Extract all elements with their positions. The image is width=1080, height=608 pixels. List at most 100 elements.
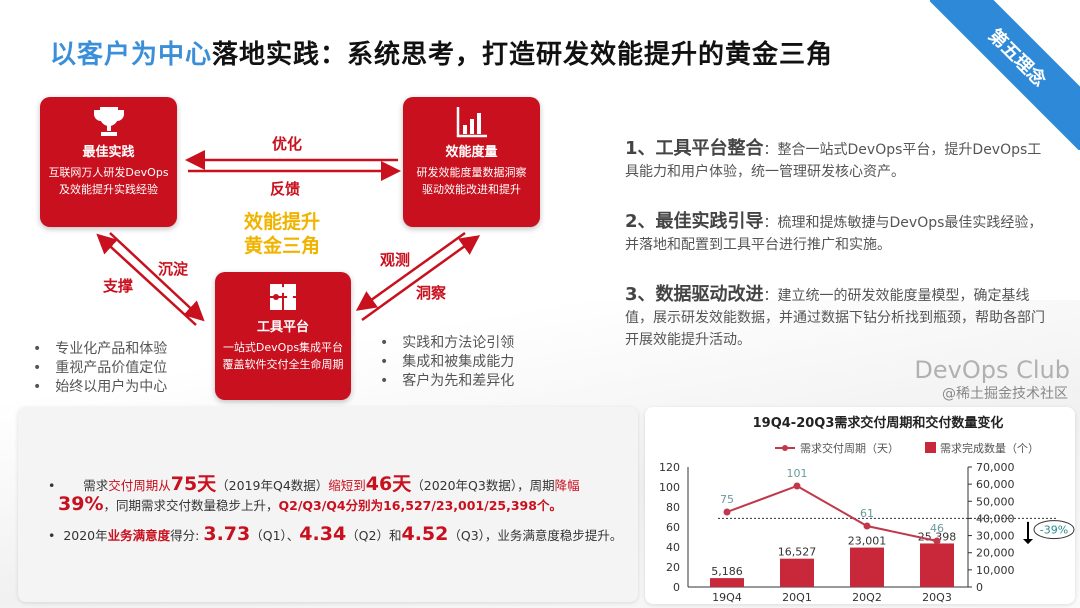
metrics-box: 效能度量 研发效能度量数据洞察 驱动效能改进和提升 [403,97,540,227]
arrow-insight [355,231,466,311]
t: （2019年Q4数据） [216,478,329,493]
right-tick-label: 20,000 [976,547,1015,560]
t: 业务满意度 [107,528,171,543]
center-line: 效能提升 [244,211,321,233]
left-tick-label: 100 [659,481,680,494]
summary-line-2: 39%，同期需求交付数量稳步上升，Q2/Q3/Q4分别为16,527/23,00… [58,493,562,515]
label-settle: 沉淀 [158,260,189,278]
t: ，同期需求交付数量稳步上升， [103,498,279,513]
x-tick-label: 20Q2 [852,591,882,604]
label-feedback: 反馈 [270,180,301,198]
legend-line-label: 需求交付周期（天） [800,441,899,455]
t: 2020年 [63,528,108,543]
principle-body: ：整合一站式DevOps平台，提升DevOps工具能力和用户体验，统一管理研发核… [625,142,1042,180]
summary-line-3: • 2020年业务满意度得分: 3.73（Q1）、4.34（Q2）和4.52（Q… [48,523,623,545]
metrics-title: 效能度量 [445,145,498,160]
t: 降幅 [554,478,580,493]
left-bullets: 专业化产品和体验 重视产品价值定位 始终以用户为中心 [33,340,167,397]
line-series [726,484,938,542]
principle-3: 3、数据驱动改进：建立统一的研发效能度量模型，确定基线值，展示研发效能数据，并通… [625,284,1045,351]
t: 缩短到 [328,478,366,493]
best-practice-line: 及效能提升实践经验 [59,183,158,196]
bar [920,543,954,587]
principle-body: ：梳理和提炼敏捷与DevOps最佳实践经验，并落地和配置到工具平台进行推广和实施… [625,215,1043,253]
platform-line: 覆盖软件交付全生命周期 [222,358,344,371]
watermark-brand: DevOps Club [914,356,1070,384]
legend-bar-label: 需求完成数量（个） [940,441,1039,455]
bar [780,558,814,587]
label-insight: 洞察 [416,284,447,302]
principle-2: 2、最佳实践引导：梳理和提炼敏捷与DevOps最佳实践经验，并落地和配置到工具平… [625,211,1045,256]
arrow-observe [361,235,481,322]
platform-line: 一站式DevOps集成平台 [222,341,344,354]
line-point [723,508,731,516]
label-support: 支撑 [103,277,134,295]
right-tick-label: 10,000 [976,564,1015,577]
t: 4.34 [299,523,347,545]
line-label: 101 [787,467,808,480]
summary-panel: • 需求交付周期从75天（2019年Q4数据）缩短到46天（2020年Q3数据）… [18,407,638,602]
right-tick-label: 70,000 [976,461,1015,474]
x-tick-label: 20Q1 [782,591,812,604]
principle-head: 2、最佳实践引导 [625,211,764,232]
t: 需求 [83,478,109,493]
corner-ribbon: 第五理念 [930,0,1080,150]
bar [850,547,884,587]
right-tick-label: 0 [976,581,983,594]
t: （Q2）和 [346,528,402,543]
t: 39% [58,493,104,515]
annotation-ellipse [1033,520,1075,540]
title-highlight: 以客户为中心 [50,40,213,70]
legend-line-marker [782,445,788,451]
line-label: 75 [720,493,734,506]
t: 4.52 [401,523,449,545]
center-label: 效能提升 黄金三角 [244,210,320,258]
left-tick-label: 20 [666,561,680,574]
bullet-item: 实践和方法论引领 [380,334,514,353]
bullet-item: 重视产品价值定位 [33,359,167,378]
platform-title: 工具平台 [256,320,309,335]
bullet-item: 客户为先和差异化 [380,372,514,391]
x-tick-label: 20Q3 [922,591,952,604]
center-line: 黄金三角 [244,235,321,257]
left-tick-label: 80 [666,501,680,514]
bar [710,578,744,587]
trophy-icon [93,107,124,136]
t: （2020年Q3数据），周期 [411,478,555,493]
left-tick-label: 0 [673,581,680,594]
best-practice-title: 最佳实践 [82,145,135,160]
bar-chart-icon [456,107,487,138]
right-tick-label: 50,000 [976,495,1015,508]
right-tick-label: 40,000 [976,512,1015,525]
left-tick-label: 120 [659,461,680,474]
line-point [933,537,941,545]
t: 75天 [170,473,217,495]
label-optimize: 优化 [272,135,303,153]
platform-box: 工具平台 一站式DevOps集成平台 覆盖软件交付全生命周期 [215,272,351,400]
legend-bar-swatch [925,442,936,453]
watermark-sub: @稀土掘金技术社区 [942,386,1068,402]
legend: 需求交付周期（天） 需求完成数量（个） [775,441,1039,455]
decrease-arrow-head [1023,539,1033,545]
line-point [793,482,801,490]
corner-label: 第五理念 [930,0,1080,150]
t: （Q1）、 [250,528,300,543]
annotation-label: -39% [1040,524,1068,537]
principle-body: ：建立统一的研发效能度量模型，确定基线值，展示研发效能数据，并通过数据下钻分析找… [625,288,1045,348]
chart: 19Q4-20Q3需求交付周期和交付数量变化 需求交付周期（天） 需求完成数量（… [659,415,1075,604]
best-practice-line: 互联网万人研发DevOps [48,166,169,179]
x-tick-label: 19Q4 [712,591,742,604]
t: 46天 [365,473,412,495]
line-point [863,522,871,530]
bullet-item: 集成和被集成能力 [380,353,514,372]
principle-head: 3、数据驱动改进 [625,284,764,305]
arrow-support [96,233,197,326]
chart-title: 19Q4-20Q3需求交付周期和交付数量变化 [753,415,1004,431]
triangle-arrows [96,150,481,326]
line-label: 46 [930,522,944,535]
chart-panel: 19Q4-20Q3需求交付周期和交付数量变化 需求交付周期（天） 需求完成数量（… [645,407,1075,604]
principle-head: 1、工具平台整合 [625,138,764,159]
t: Q2/Q3/Q4分别为16,527/23,001/25,398个。 [278,498,562,513]
bullet-item: 始终以用户为中心 [33,378,167,397]
right-tick-label: 60,000 [976,478,1015,491]
